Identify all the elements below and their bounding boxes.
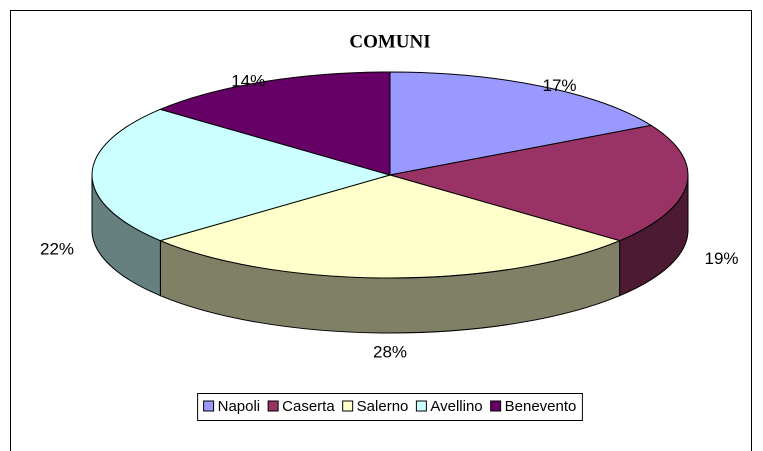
legend-label: Benevento: [505, 398, 577, 415]
legend-box: [197, 393, 583, 421]
slice: [389, 71, 653, 176]
legend-swatch: [415, 400, 427, 412]
slice: [91, 108, 392, 242]
chart-title: COMUNI: [349, 31, 430, 52]
data-label: 22%: [40, 239, 74, 258]
legend-swatch: [267, 400, 279, 412]
legend-label: Napoli: [218, 398, 261, 415]
data-label: 19%: [705, 249, 739, 268]
legend-label: Salerno: [357, 398, 409, 415]
legend: Napoli Caserta Salerno Avellino Benevento: [203, 398, 577, 415]
legend-swatch: [203, 400, 215, 412]
slice: [158, 174, 622, 279]
legend-label: Avellino: [430, 398, 482, 415]
slice: [389, 124, 689, 242]
data-label: 14%: [231, 71, 265, 90]
data-label: 17%: [542, 76, 576, 95]
legend-swatch: [490, 400, 502, 412]
legend-label: Caserta: [282, 398, 335, 415]
data-label: 28%: [373, 342, 407, 361]
legend-swatch: [342, 400, 354, 412]
slice: [158, 71, 391, 176]
